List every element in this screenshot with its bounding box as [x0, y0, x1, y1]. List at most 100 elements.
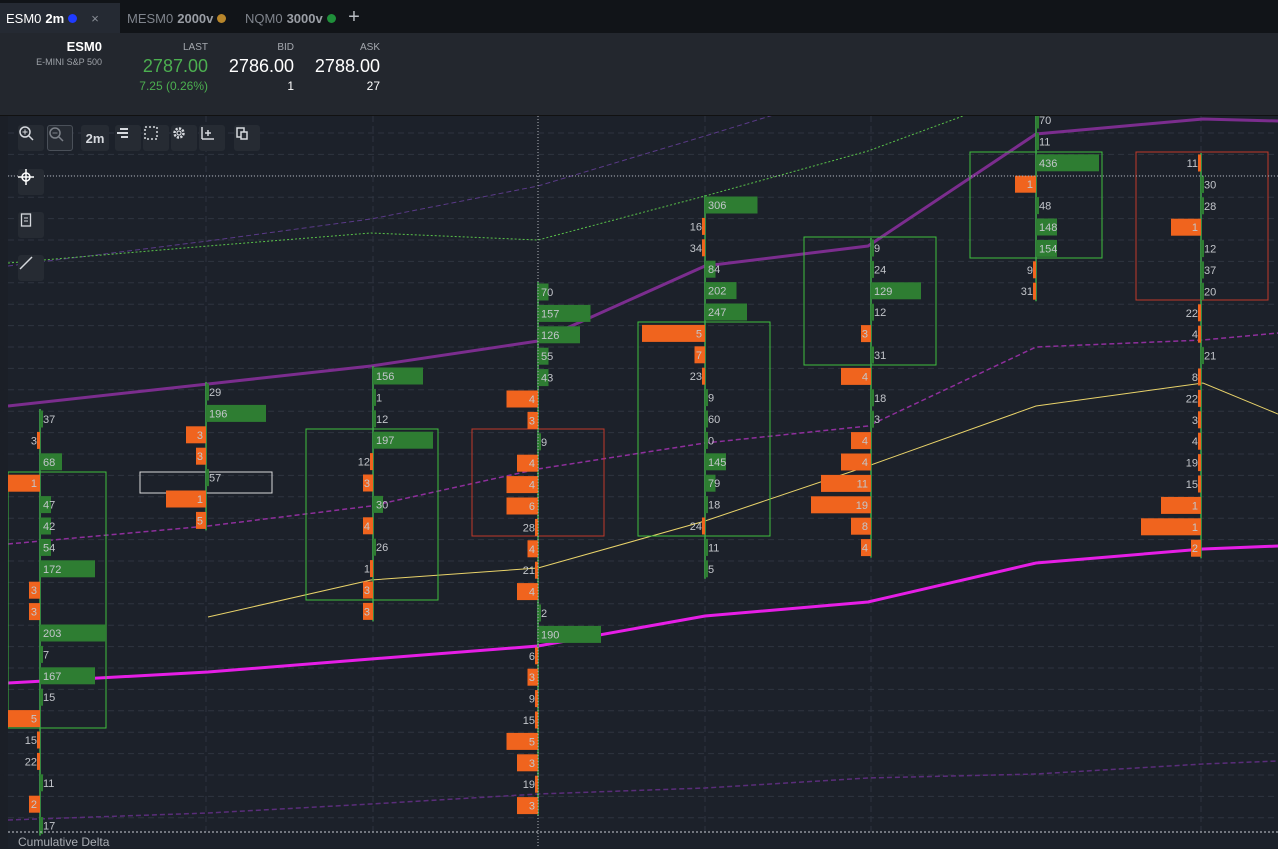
sell-volume-bar: [1033, 261, 1036, 279]
buy-volume-bar: [373, 367, 423, 385]
chart-canvas[interactable]: 3736814742541723320371671551522112172919…: [8, 116, 1278, 848]
sell-volume-label: 22: [25, 756, 37, 768]
zoom-in-button[interactable]: [18, 125, 44, 151]
timeframe-button[interactable]: 2m: [81, 125, 109, 151]
buy-volume-bar: [705, 453, 726, 471]
zoom-out-button[interactable]: [47, 125, 73, 151]
sell-volume-bar: [1198, 154, 1201, 172]
tab-resolution: 2000v: [177, 10, 214, 26]
sell-volume-label: 6: [529, 651, 535, 663]
sell-volume-label: 15: [25, 735, 37, 747]
connection-dot-icon: [68, 13, 78, 23]
sell-volume-label: 5: [197, 515, 203, 527]
sell-volume-label: 15: [1186, 479, 1198, 491]
sell-volume-bar: [1015, 175, 1036, 193]
buy-volume-label: 126: [541, 330, 559, 342]
sell-volume-label: 22: [1186, 308, 1198, 320]
add-tab-button[interactable]: +: [348, 6, 360, 28]
buy-volume-label: 202: [708, 286, 726, 298]
cumulative-vwap-line: [8, 544, 1278, 685]
notes-tool-button[interactable]: [18, 212, 44, 238]
buy-volume-bar: [40, 817, 43, 835]
quote-header: ESM0 E-MINI S&P 500 LAST 2787.00 7.25 (0…: [0, 33, 1278, 116]
buy-volume-label: 156: [376, 371, 394, 383]
sell-volume-label: 3: [197, 451, 203, 463]
sell-volume-label: 3: [31, 585, 37, 597]
buy-volume-bar: [40, 774, 43, 792]
bid-price: 2786.00: [228, 56, 294, 76]
tab-esm0[interactable]: ESM0 2m ×: [0, 3, 120, 33]
crosshair-tool-button[interactable]: [18, 169, 44, 195]
footprint-chart[interactable]: 37 3 68 1 47 42 54 172 3 3 203 7 167 15 5 15 22 11 2 17 29 19…: [8, 116, 1278, 848]
buy-volume-bar: [40, 496, 51, 514]
sell-volume-bar: [1198, 304, 1201, 322]
buy-volume-bar: [40, 645, 43, 663]
buy-volume-bar: [1036, 154, 1099, 172]
tab-symbol: ESM0: [6, 10, 42, 26]
last-price: 2787.00: [142, 56, 208, 76]
sell-volume-bar: [527, 668, 538, 686]
buy-volume-label: 9: [708, 393, 714, 405]
sell-volume-bar: [702, 367, 705, 385]
sell-volume-label: 3: [529, 672, 535, 684]
upper-band-line: [8, 116, 772, 267]
quote-symbol: ESM0: [66, 39, 102, 54]
layout-button[interactable]: [234, 125, 260, 151]
sell-volume-label: 4: [529, 394, 535, 406]
value-area-high-line: [8, 116, 964, 264]
sell-volume-label: 4: [529, 544, 535, 556]
sell-volume-label: 4: [862, 457, 868, 469]
buy-volume-label: 68: [43, 457, 55, 469]
sell-volume-bar: [702, 517, 705, 535]
sell-volume-bar: [370, 453, 373, 471]
sell-volume-bar: [517, 583, 538, 601]
tab-symbol: NQM0: [245, 10, 283, 26]
sell-volume-label: 1: [197, 494, 203, 506]
buy-volume-label: 157: [541, 308, 559, 320]
sell-volume-label: 31: [1021, 286, 1033, 298]
sell-volume-label: 3: [31, 435, 37, 447]
sell-volume-bar: [1191, 539, 1201, 557]
buy-volume-label: 70: [541, 287, 553, 299]
sell-volume-label: 1: [1192, 222, 1198, 234]
buy-volume-bar: [538, 369, 549, 387]
sell-volume-label: 4: [529, 458, 535, 470]
line-tool-button[interactable]: [18, 255, 44, 281]
ask-price: 2788.00: [314, 56, 380, 76]
buy-volume-label: 48: [1039, 201, 1051, 213]
sell-volume-label: 7: [696, 350, 702, 362]
buy-volume-bar: [705, 474, 716, 492]
tab-mesm0[interactable]: MESM0 2000v: [121, 3, 238, 33]
sell-volume-bar: [363, 474, 373, 492]
buy-volume-label: 12: [874, 307, 886, 319]
settings-button[interactable]: [171, 125, 197, 151]
buy-volume-label: 47: [43, 500, 55, 512]
ask-label: ASK: [359, 42, 380, 53]
imbalance-box: [637, 321, 771, 537]
tab-nqm0[interactable]: NQM0 3000v: [239, 3, 343, 33]
sell-volume-label: 1: [1027, 179, 1033, 191]
sell-volume-bar: [1033, 282, 1036, 300]
buy-volume-label: 11: [1039, 136, 1050, 148]
sell-volume-label: 3: [364, 606, 370, 618]
sell-volume-label: 4: [862, 436, 868, 448]
footprint-bars: 3736814742541723320371671551522112172919…: [8, 116, 1216, 836]
buy-volume-label: 306: [708, 200, 726, 212]
selection-button[interactable]: [143, 125, 169, 151]
chart-style-button[interactable]: [115, 125, 141, 151]
sell-volume-label: 28: [523, 522, 535, 534]
buy-volume-label: 42: [43, 521, 55, 533]
sell-volume-label: 23: [690, 371, 702, 383]
sell-volume-bar: [37, 731, 40, 749]
buy-volume-label: 24: [874, 264, 886, 276]
buy-volume-bar: [538, 304, 591, 322]
buy-volume-label: 9: [874, 243, 880, 255]
crosshair-icon: [18, 169, 34, 185]
buy-volume-label: 12: [1204, 244, 1216, 256]
sell-volume-label: 3: [529, 758, 535, 770]
indicators-button[interactable]: [199, 125, 225, 151]
gear-icon: [173, 127, 185, 139]
buy-volume-bar: [1036, 132, 1039, 150]
close-icon[interactable]: ×: [91, 10, 99, 26]
sell-volume-bar: [535, 647, 538, 665]
